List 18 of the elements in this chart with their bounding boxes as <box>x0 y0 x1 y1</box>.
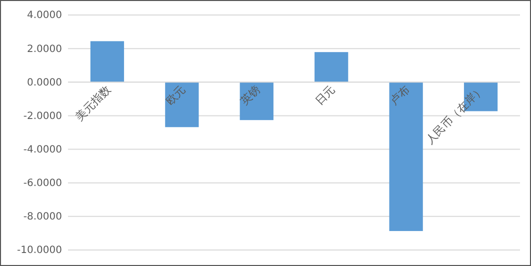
x-tick-label: 人民币（在岸） <box>423 83 487 147</box>
y-tick-label: -2.0000 <box>23 110 62 122</box>
bar <box>389 82 423 232</box>
x-tick-label: 英镑 <box>238 83 263 108</box>
y-tick-label: -10.0000 <box>17 245 62 256</box>
y-tick-label: -4.0000 <box>23 144 62 156</box>
bar <box>314 52 348 82</box>
y-tick-label: 4.0000 <box>27 10 62 22</box>
x-tick-label: 卢布 <box>387 83 412 108</box>
x-tick-label: 日元 <box>312 83 338 108</box>
bar <box>165 82 199 128</box>
x-tick-label: 美元指数 <box>73 83 114 124</box>
y-tick-label: -6.0000 <box>23 178 62 190</box>
y-tick-label: -8.0000 <box>23 212 62 223</box>
y-tick-label: 2.0000 <box>27 44 62 55</box>
bar <box>90 41 124 82</box>
x-tick-label: 欧元 <box>163 83 188 108</box>
y-tick-label: 0.0000 <box>27 77 62 88</box>
